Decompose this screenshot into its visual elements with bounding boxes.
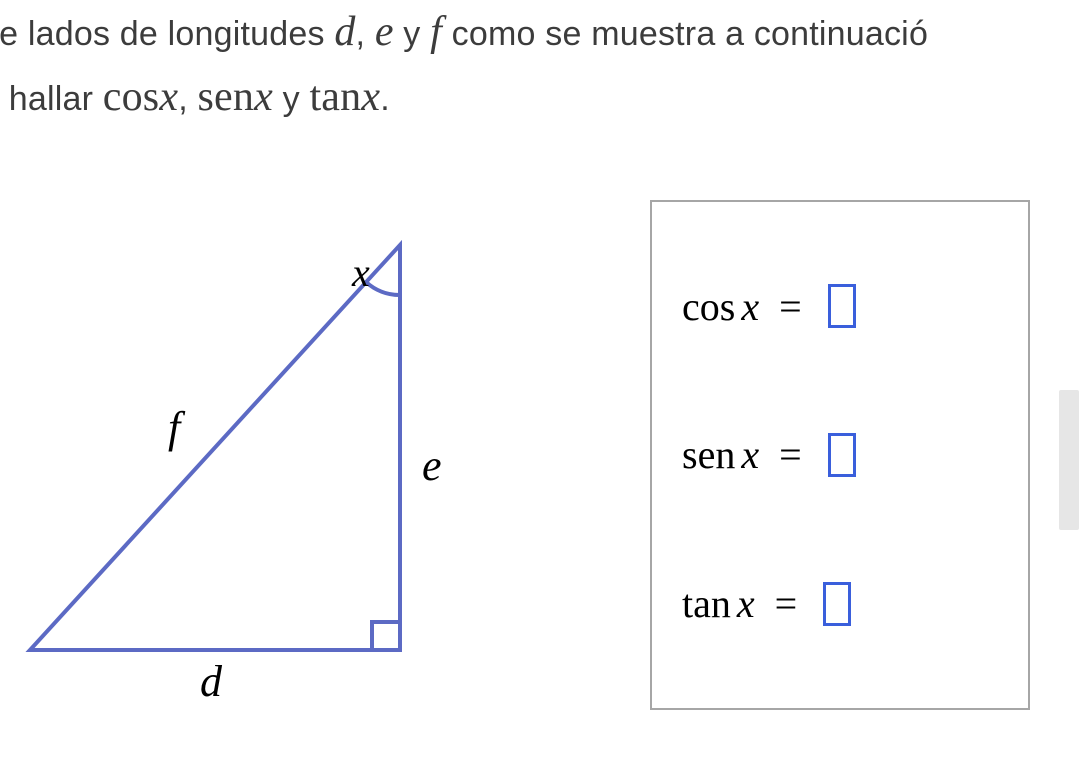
question-line-1: ne lados de longitudes d, e y f como se … [0, 0, 1079, 65]
var-f: f [430, 9, 442, 55]
scroll-hint [1059, 390, 1079, 530]
angle-label: x [351, 250, 370, 295]
trig-sen: sen [198, 74, 255, 120]
fn-tan: tan [682, 581, 731, 626]
triangle-diagram: x f e d [0, 180, 520, 700]
fn-sen: sen [682, 432, 735, 477]
angle-arc [366, 282, 400, 295]
page-root: ne lados de longitudes d, e y f como se … [0, 0, 1079, 765]
eq-tan: = [765, 581, 798, 626]
input-cos[interactable] [828, 284, 856, 328]
q1-prefix: ne lados de longitudes [0, 15, 334, 53]
answer-label-sen: senx = [682, 431, 802, 478]
var-d: d [334, 9, 355, 55]
var-cos: x [741, 284, 759, 329]
trig-sep-2: . [380, 80, 390, 118]
var-tan: x [737, 581, 755, 626]
q2-prefix: a hallar [0, 80, 103, 118]
eq-cos: = [769, 284, 802, 329]
answer-label-cos: cosx = [682, 283, 802, 330]
q1-mid2: y [394, 15, 431, 53]
trig-cos-var: x [159, 74, 178, 120]
eq-sen: = [769, 432, 802, 477]
trig-cos: cos [103, 74, 160, 120]
question-line-2: a hallar cosx, senx y tanx. [0, 65, 1079, 130]
q1-mid1: , [356, 15, 375, 53]
answer-row-tan: tanx = [682, 580, 998, 627]
question-text: ne lados de longitudes d, e y f como se … [0, 0, 1079, 130]
trig-tan-var: x [361, 74, 380, 120]
q1-suffix: como se muestra a continuació [442, 15, 928, 53]
answer-row-cos: cosx = [682, 283, 998, 330]
base-label: d [200, 657, 223, 700]
vertical-leg-label: e [422, 441, 442, 490]
hypotenuse-label: f [168, 403, 186, 452]
var-sen: x [741, 432, 759, 477]
fn-cos: cos [682, 284, 735, 329]
trig-sep-1: y [273, 80, 310, 118]
right-angle-mark [372, 622, 400, 650]
trig-sep-0: , [178, 80, 197, 118]
triangle-outline [30, 245, 400, 650]
answer-row-sen: senx = [682, 431, 998, 478]
trig-sen-var: x [254, 74, 273, 120]
answer-label-tan: tanx = [682, 580, 797, 627]
var-e: e [375, 9, 394, 55]
triangle-svg: x f e d [0, 180, 520, 700]
input-tan[interactable] [823, 582, 851, 626]
trig-tan: tan [309, 74, 361, 120]
input-sen[interactable] [828, 433, 856, 477]
answers-panel: cosx = senx = tanx = [650, 200, 1030, 710]
